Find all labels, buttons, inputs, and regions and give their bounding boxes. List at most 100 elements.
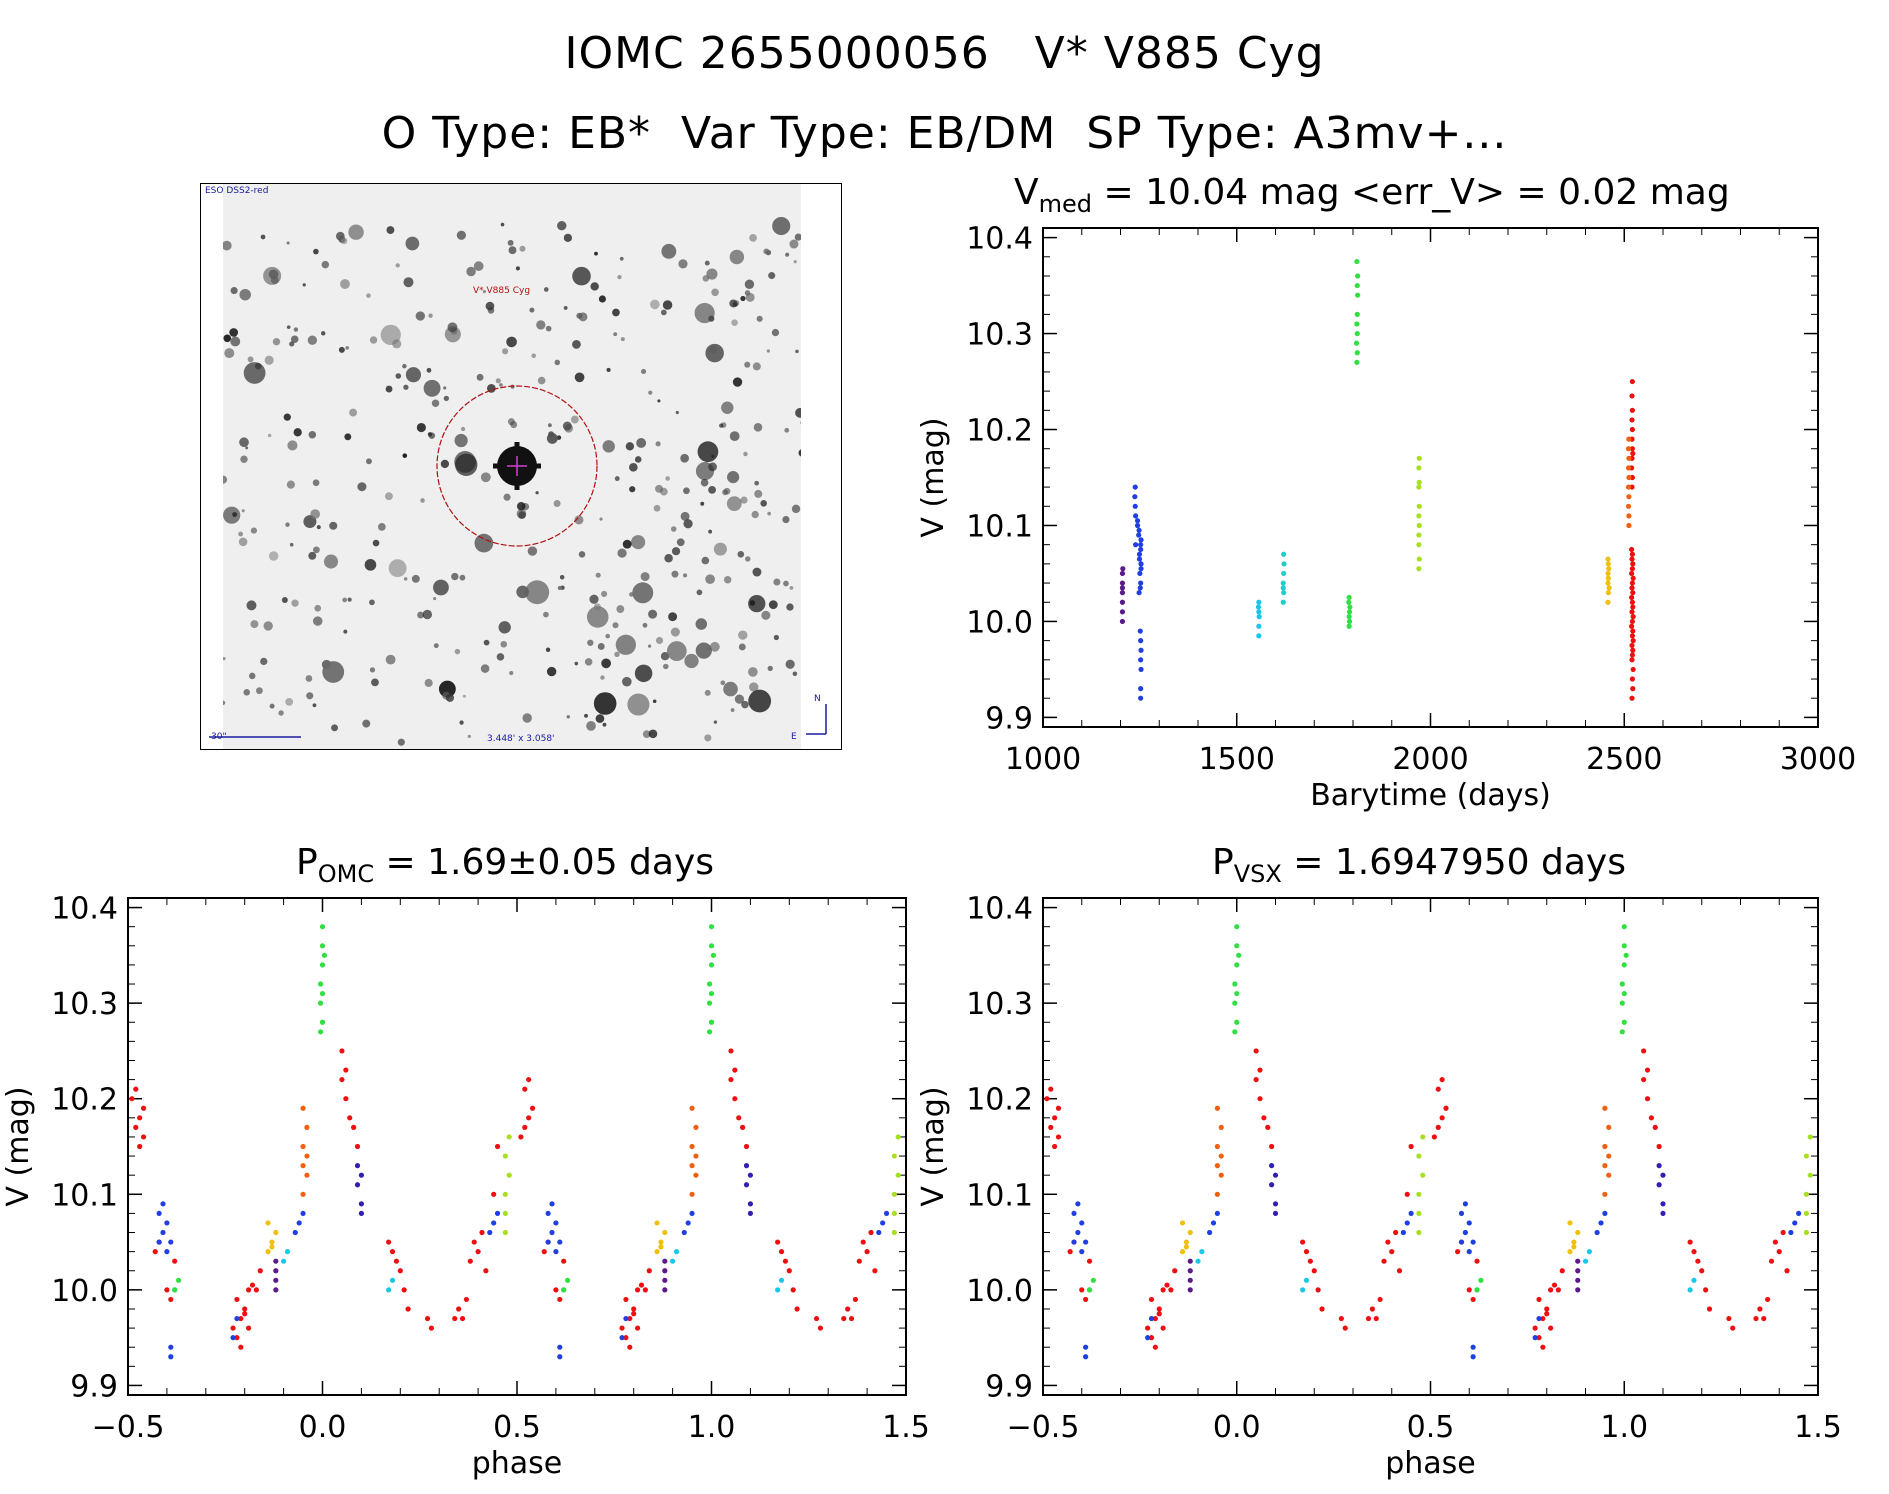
data-point: [689, 1105, 695, 1111]
field-star: [612, 622, 619, 629]
field-star: [595, 714, 605, 723]
data-point: [343, 1067, 349, 1073]
field-star: [308, 431, 317, 439]
field-star: [302, 283, 306, 287]
y-tick-label: 10.2: [966, 414, 1033, 449]
field-star: [697, 441, 719, 463]
data-point: [1269, 1143, 1275, 1150]
y-tick-label: 10.2: [966, 1083, 1033, 1118]
data-point: [1629, 594, 1635, 601]
field-star: [784, 427, 790, 433]
data-point: [1137, 628, 1143, 634]
field-star: [642, 622, 648, 628]
data-point: [1136, 551, 1143, 557]
field-star: [794, 233, 802, 241]
data-point: [876, 1229, 882, 1236]
series-s5: [1346, 258, 1361, 629]
data-point: [1466, 1287, 1472, 1293]
data-point: [1280, 599, 1286, 605]
data-point: [1079, 1249, 1085, 1255]
data-point: [743, 1143, 750, 1150]
field-star: [705, 574, 715, 585]
data-point: [1621, 990, 1627, 997]
field-star: [529, 307, 535, 313]
data-point: [549, 1201, 555, 1207]
field-star: [460, 426, 466, 432]
field-star: [347, 597, 352, 602]
field-star: [372, 539, 380, 547]
field-star: [509, 670, 514, 676]
data-point: [1255, 604, 1262, 610]
data-point: [1706, 1306, 1713, 1312]
data-point: [1605, 561, 1611, 567]
field-star: [663, 663, 669, 670]
data-point: [1138, 638, 1144, 644]
series-cyan: [1086, 1249, 1697, 1293]
field-star: [642, 730, 651, 738]
field-star: [661, 243, 677, 259]
data-point: [1138, 695, 1144, 701]
data-point: [273, 1277, 279, 1283]
x-tick-label: −0.5: [1007, 1410, 1080, 1445]
field-star: [340, 237, 348, 245]
data-point: [506, 1134, 512, 1140]
data-point: [1119, 590, 1126, 596]
data-point: [1630, 450, 1636, 457]
data-point: [662, 1258, 668, 1264]
field-star: [648, 729, 658, 739]
field-star: [731, 319, 738, 326]
field-star: [230, 336, 241, 347]
field-star: [447, 322, 458, 333]
data-point: [1602, 1210, 1608, 1217]
field-star: [498, 621, 511, 634]
data-point: [1660, 1201, 1666, 1207]
data-point: [300, 1191, 306, 1197]
data-point: [156, 1239, 162, 1245]
data-point: [1303, 1249, 1310, 1255]
data-point: [1621, 924, 1627, 930]
data-point: [1629, 546, 1635, 553]
field-star: [622, 676, 632, 687]
series-s4: [1280, 551, 1287, 605]
field-star: [289, 341, 295, 347]
field-star: [696, 589, 703, 596]
x-axis-label: phase: [472, 1446, 563, 1481]
field-star: [676, 538, 685, 547]
field-star: [761, 610, 771, 620]
field-star: [281, 596, 288, 603]
data-point: [245, 1325, 252, 1331]
data-point: [1281, 561, 1287, 567]
field-star: [455, 453, 478, 477]
data-point: [522, 1124, 528, 1130]
data-point: [1629, 556, 1635, 562]
data-point: [1214, 1191, 1220, 1197]
data-point: [1625, 446, 1632, 452]
data-point: [1644, 1096, 1651, 1102]
data-point: [1232, 1000, 1238, 1006]
field-star: [683, 519, 693, 529]
data-point: [1136, 556, 1143, 562]
field-star: [773, 634, 779, 641]
data-point: [269, 1239, 275, 1245]
data-point: [1210, 1220, 1217, 1226]
field-star: [605, 633, 611, 639]
field-star: [554, 359, 561, 366]
data-point: [1365, 1315, 1372, 1322]
field-star: [616, 605, 625, 613]
x-tick-label: 1.0: [1600, 1410, 1648, 1445]
field-star: [239, 288, 251, 301]
field-star: [384, 492, 393, 501]
field-star: [483, 639, 490, 646]
data-point: [168, 1354, 174, 1360]
field-star: [454, 433, 468, 448]
field-star: [572, 339, 581, 349]
field-star: [599, 517, 603, 521]
data-point: [1373, 1315, 1379, 1322]
data-point: [1256, 633, 1262, 639]
field-star: [527, 546, 538, 556]
data-point: [1629, 570, 1635, 577]
field-star: [767, 511, 771, 516]
data-point: [1136, 527, 1142, 533]
field-star: [229, 328, 239, 337]
data-point: [265, 1220, 271, 1226]
